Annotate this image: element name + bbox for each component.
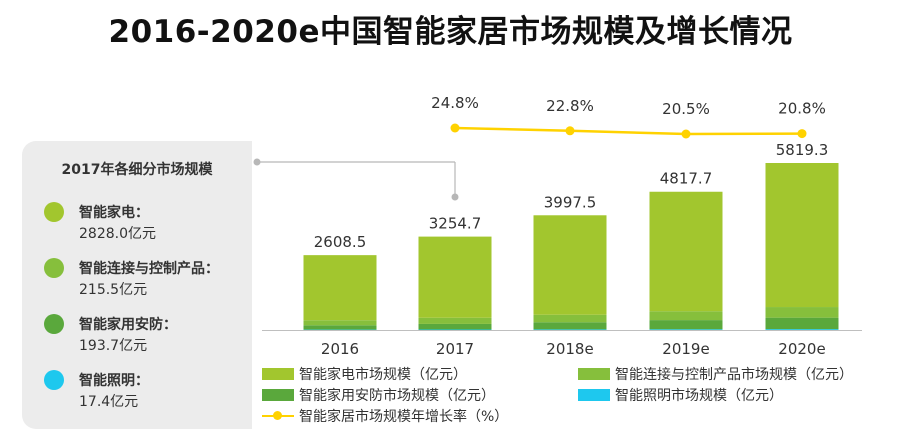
legend-item-connect: 智能连接与控制产品市场规模（亿元） — [578, 364, 853, 384]
appliances-swatch-icon — [262, 368, 294, 380]
legend-item-appliances: 智能家电市场规模（亿元） — [262, 364, 467, 384]
growth-label: 20.8% — [778, 100, 826, 118]
panel-connector — [253, 158, 459, 201]
bar-segment-2018e-1 — [533, 322, 607, 330]
segment-name: 智能连接与控制产品： — [79, 261, 219, 277]
growth-label: 24.8% — [431, 94, 479, 112]
connector-start-dot — [253, 158, 261, 166]
bar-total-label: 5819.3 — [776, 141, 829, 159]
legend-item-growth: 智能家居市场规模年增长率（%） — [262, 406, 508, 426]
x-axis-ticks: 2016 2017 2018e 2019e 2020e — [321, 340, 826, 358]
bar-segment-2017-1 — [418, 323, 492, 330]
legend-label: 智能家用安防市场规模（亿元） — [299, 388, 495, 404]
legend-label: 智能连接与控制产品市场规模（亿元） — [615, 367, 853, 383]
x-tick-label: 2020e — [778, 340, 825, 358]
bar-segment-2016-2 — [303, 320, 377, 326]
bar-segment-2019e-1 — [649, 320, 723, 330]
x-tick-label: 2019e — [662, 340, 709, 358]
growth-point — [450, 123, 460, 133]
bar-total-label: 3997.5 — [544, 193, 597, 211]
bar-segment-2018e-3 — [533, 215, 607, 315]
bar-segment-2018e-0 — [533, 329, 607, 330]
bar-segment-2017-3 — [418, 236, 492, 318]
bar-segment-2020e-0 — [765, 329, 839, 330]
security-dot-icon — [44, 314, 64, 334]
segment-panel: 2017年各细分市场规模 智能家电： 2828.0亿元 智能连接与控制产品： 2… — [22, 141, 252, 429]
segment-value: 17.4亿元 — [79, 394, 139, 410]
x-tick-label: 2018e — [546, 340, 593, 358]
chart-title: 2016-2020e中国智能家居市场规模及增长情况 — [108, 14, 793, 50]
x-tick-label: 2017 — [436, 340, 474, 358]
growth-point — [565, 126, 575, 136]
legend-label: 智能照明市场规模（亿元） — [615, 388, 783, 404]
legend-item-security: 智能家用安防市场规模（亿元） — [262, 385, 495, 405]
bar-segment-2019e-0 — [649, 329, 723, 330]
connector-end-dot — [451, 193, 459, 201]
security-swatch-icon — [262, 389, 294, 401]
panel-title: 2017年各细分市场规模 — [61, 162, 213, 178]
segment-name: 智能家用安防： — [79, 317, 177, 333]
bar-segment-2020e-2 — [765, 307, 839, 318]
bar-total-labels: 2608.5 3254.7 3997.5 4817.7 5819.3 — [314, 141, 829, 251]
bar-segment-2016-1 — [303, 325, 377, 330]
lighting-dot-icon — [44, 370, 64, 390]
bar-segment-2020e-1 — [765, 317, 839, 330]
segment-value: 2828.0亿元 — [79, 226, 156, 242]
growth-label: 20.5% — [662, 100, 710, 118]
bar-total-label: 2608.5 — [314, 233, 367, 251]
bar-segment-2020e-3 — [765, 163, 839, 308]
bar-total-label: 3254.7 — [429, 215, 482, 233]
bar-stacks — [303, 163, 839, 330]
bar-segment-2018e-2 — [533, 314, 607, 323]
bar-segment-2019e-2 — [649, 311, 723, 321]
growth-line-series: 24.8% 22.8% 20.5% 20.8% — [431, 94, 826, 139]
growth-line — [454, 126, 803, 136]
segment-name: 智能照明： — [79, 373, 149, 389]
growth-point — [797, 129, 807, 139]
appliances-dot-icon — [44, 202, 64, 222]
segment-value: 215.5亿元 — [79, 282, 148, 298]
legend-label: 智能家电市场规模（亿元） — [299, 367, 467, 383]
bar-total-label: 4817.7 — [660, 170, 713, 188]
growth-line-swatch-icon — [262, 410, 294, 422]
connect-swatch-icon — [578, 368, 610, 380]
segment-value: 193.7亿元 — [79, 338, 148, 354]
lighting-swatch-icon — [578, 389, 610, 401]
bar-segment-2019e-3 — [649, 191, 723, 312]
legend-label: 智能家居市场规模年增长率（%） — [299, 409, 509, 425]
bar-segment-2017-2 — [418, 317, 492, 324]
connect-dot-icon — [44, 258, 64, 278]
bar-segment-2016-3 — [303, 255, 377, 321]
growth-label: 22.8% — [546, 97, 594, 115]
legend-item-lighting: 智能照明市场规模（亿元） — [578, 385, 783, 405]
segment-name: 智能家电： — [79, 205, 149, 221]
x-tick-label: 2016 — [321, 340, 359, 358]
growth-point — [681, 129, 691, 139]
